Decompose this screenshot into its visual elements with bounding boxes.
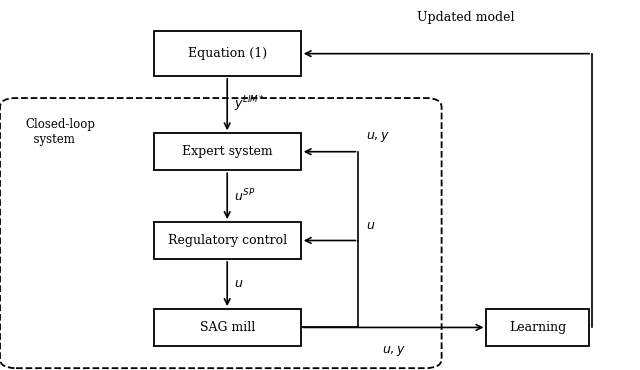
Text: $u, y$: $u, y$: [366, 130, 390, 144]
Text: $y^{LIM*}$: $y^{LIM*}$: [234, 95, 265, 114]
FancyBboxPatch shape: [154, 31, 301, 76]
Text: $\mathit{u}$: $\mathit{u}$: [366, 219, 376, 232]
FancyBboxPatch shape: [154, 133, 301, 170]
Text: $u, y$: $u, y$: [381, 344, 406, 358]
Text: SAG mill: SAG mill: [200, 321, 255, 334]
Text: $\mathit{u}$: $\mathit{u}$: [234, 278, 243, 290]
Text: Equation (1): Equation (1): [188, 47, 267, 60]
Text: Regulatory control: Regulatory control: [168, 234, 287, 247]
FancyBboxPatch shape: [486, 309, 589, 346]
FancyBboxPatch shape: [154, 222, 301, 259]
Text: Updated model: Updated model: [417, 11, 515, 24]
Text: Closed-loop
  system: Closed-loop system: [26, 118, 95, 147]
Text: Expert system: Expert system: [182, 145, 273, 158]
FancyBboxPatch shape: [154, 309, 301, 346]
Text: $u^{SP}$: $u^{SP}$: [234, 188, 255, 204]
Text: Learning: Learning: [509, 321, 566, 334]
